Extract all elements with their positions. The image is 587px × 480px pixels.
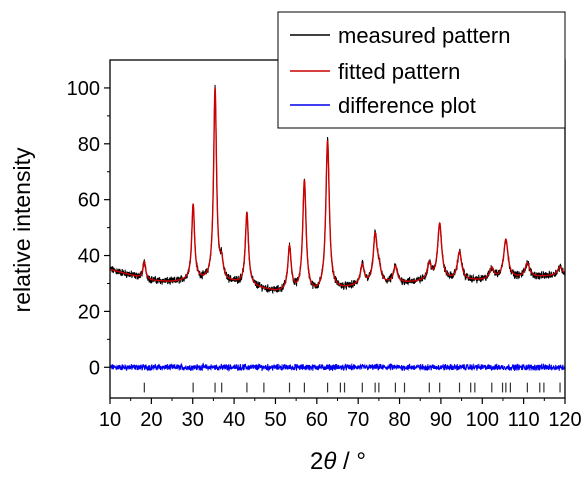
axis-ticks: 10 20 30 40 50 60 70 80 90 100 110 120 0 20 40 60 80 100 <box>67 78 582 431</box>
y-tick-label: 20 <box>78 301 100 323</box>
fitted-pattern-line <box>109 87 566 291</box>
x-tick-label: 50 <box>264 409 286 431</box>
y-tick-label: 0 <box>89 357 100 379</box>
x-axis-label: 2θ / ° <box>310 448 366 475</box>
reflection-markers <box>143 382 561 393</box>
legend-label: measured pattern <box>338 23 510 48</box>
legend-item: difference plot <box>290 93 476 118</box>
x-tick-label: 20 <box>140 409 162 431</box>
difference-plot-line <box>109 362 566 373</box>
legend-label: difference plot <box>338 93 476 118</box>
y-tick-label: 100 <box>67 78 100 100</box>
legend-box <box>277 11 566 129</box>
x-tick-label: 110 <box>508 409 540 431</box>
y-tick-label: 40 <box>78 246 100 268</box>
x-tick-label: 120 <box>548 409 581 431</box>
y-axis-label: relative intensity <box>9 147 35 312</box>
x-tick-label: 30 <box>182 409 204 431</box>
y-tick-label: 60 <box>78 190 100 212</box>
x-tick-label: 70 <box>347 409 369 431</box>
plot-curves <box>109 84 566 373</box>
legend-item: measured pattern <box>290 23 510 48</box>
x-tick-label: 10 <box>99 409 121 431</box>
x-tick-label: 100 <box>466 409 499 431</box>
legend-item: fitted pattern <box>290 59 460 84</box>
x-tick-label: 40 <box>223 409 245 431</box>
x-tick-label: 90 <box>430 409 452 431</box>
x-tick-label: 60 <box>306 409 328 431</box>
legend-label: fitted pattern <box>338 59 460 84</box>
x-tick-label: 80 <box>388 409 410 431</box>
legend: measured pattern fitted pattern difference… <box>277 11 566 129</box>
y-tick-label: 80 <box>78 134 100 156</box>
